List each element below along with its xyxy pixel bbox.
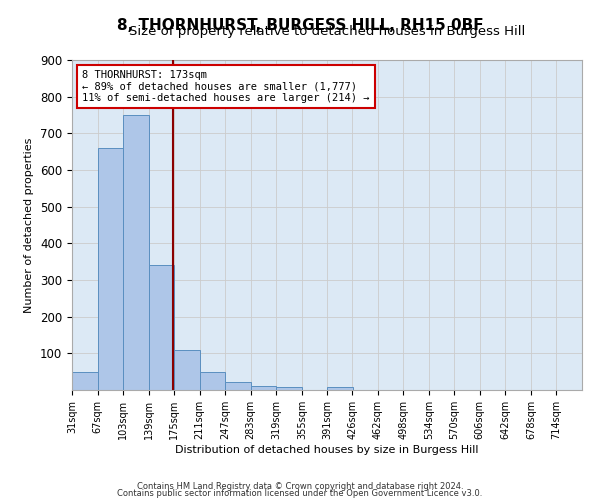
Bar bbox=[174, 350, 200, 390]
Bar bbox=[276, 386, 302, 390]
Text: 8, THORNHURST, BURGESS HILL, RH15 0BF: 8, THORNHURST, BURGESS HILL, RH15 0BF bbox=[116, 18, 484, 32]
Text: Contains HM Land Registry data © Crown copyright and database right 2024.: Contains HM Land Registry data © Crown c… bbox=[137, 482, 463, 491]
Title: Size of property relative to detached houses in Burgess Hill: Size of property relative to detached ho… bbox=[129, 25, 525, 38]
Bar bbox=[123, 115, 149, 390]
Bar bbox=[98, 148, 123, 390]
X-axis label: Distribution of detached houses by size in Burgess Hill: Distribution of detached houses by size … bbox=[175, 444, 479, 454]
Y-axis label: Number of detached properties: Number of detached properties bbox=[25, 138, 34, 312]
Bar bbox=[328, 387, 353, 390]
Bar bbox=[200, 372, 225, 390]
Bar bbox=[251, 386, 276, 390]
Text: 8 THORNHURST: 173sqm
← 89% of detached houses are smaller (1,777)
11% of semi-de: 8 THORNHURST: 173sqm ← 89% of detached h… bbox=[82, 70, 370, 103]
Bar bbox=[72, 372, 98, 390]
Text: Contains public sector information licensed under the Open Government Licence v3: Contains public sector information licen… bbox=[118, 490, 482, 498]
Bar bbox=[149, 266, 174, 390]
Bar bbox=[225, 382, 251, 390]
